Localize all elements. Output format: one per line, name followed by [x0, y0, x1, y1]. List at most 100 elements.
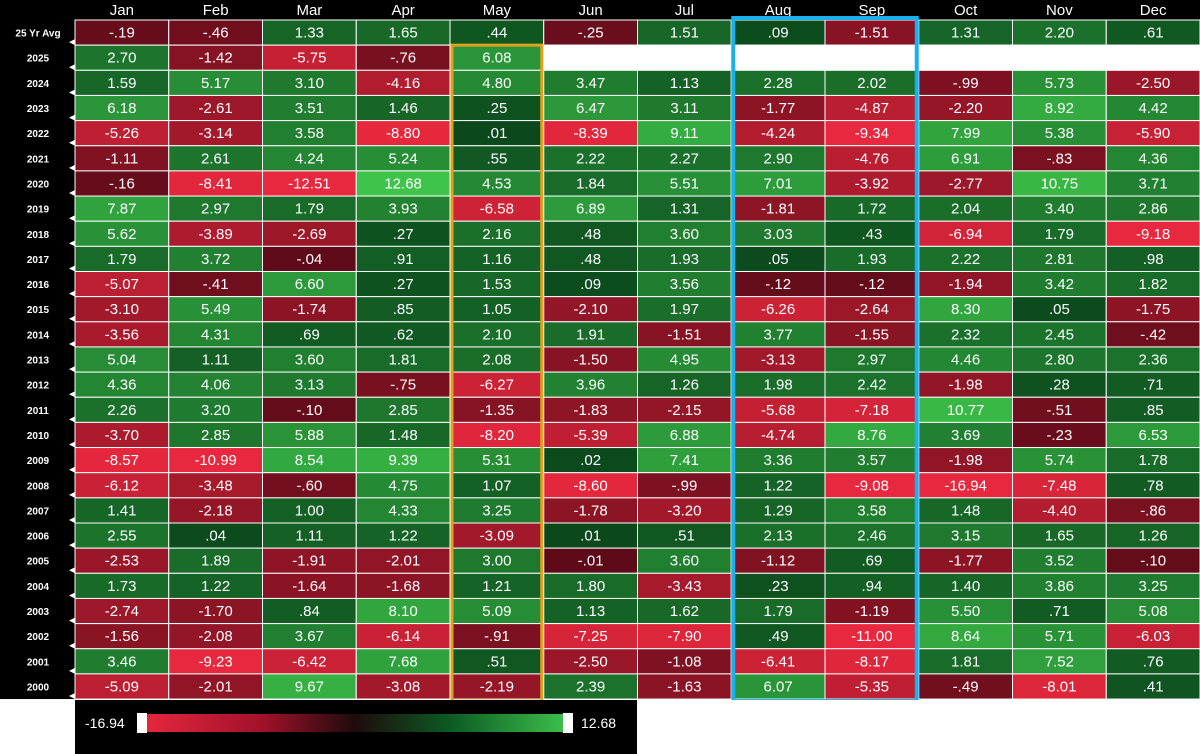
cell-value: .98 — [1143, 251, 1164, 268]
cell-value: -.10 — [1140, 553, 1166, 570]
cell-value: 3.25 — [482, 502, 511, 519]
cell-value: 3.52 — [1045, 553, 1074, 570]
column-header-nov: Nov — [1046, 2, 1073, 19]
cell-value: -1.77 — [761, 100, 795, 117]
cell-value: 3.60 — [670, 226, 699, 243]
heatmap-cell — [824, 346, 920, 373]
cell-value: -2.01 — [199, 678, 233, 695]
row-marker — [69, 315, 75, 322]
cell-value: 1.22 — [389, 528, 418, 545]
row-label: 2002 — [27, 632, 50, 643]
cell-value: -6.14 — [386, 628, 420, 645]
cell-value: -7.25 — [574, 628, 608, 645]
cell-value: -.91 — [484, 628, 510, 645]
heatmap-cell — [824, 472, 920, 499]
cell-value: 4.46 — [951, 352, 980, 369]
cell-value: 1.31 — [951, 25, 980, 42]
cell-value: .01 — [580, 528, 601, 545]
cell-value: 3.11 — [670, 100, 698, 117]
heatmap-cell — [1105, 19, 1200, 46]
cell-value: 3.46 — [107, 653, 136, 670]
heatmap-cell — [1105, 44, 1200, 71]
cell-value: -3.43 — [667, 578, 701, 595]
cell-value: .27 — [393, 226, 414, 243]
heatmap-cell — [262, 69, 357, 96]
cell-value: -8.41 — [199, 175, 233, 192]
heatmap-cell — [918, 396, 1013, 423]
cell-value: 1.84 — [576, 175, 605, 192]
cell-value: 4.53 — [482, 175, 511, 192]
cell-value: 1.07 — [482, 477, 511, 494]
row-marker — [69, 693, 75, 700]
cell-value: .25 — [486, 100, 507, 117]
cell-value: 5.50 — [951, 603, 980, 620]
heatmap-cell — [1012, 447, 1107, 474]
heatmap-cell — [262, 648, 357, 675]
cell-value: 3.47 — [576, 75, 605, 92]
cell-value: .51 — [486, 653, 507, 670]
cell-value: 1.48 — [951, 502, 980, 519]
cell-value: -1.12 — [761, 553, 795, 570]
heatmap-cell — [824, 648, 920, 675]
heatmap-cell — [637, 371, 732, 398]
heatmap-cell — [449, 673, 545, 700]
cell-value: 3.03 — [764, 226, 793, 243]
heatmap-cell — [1012, 69, 1107, 96]
heatmap-cell — [74, 472, 170, 499]
heatmap-cell — [1105, 271, 1200, 298]
heatmap-cell — [355, 145, 451, 172]
cell-value: .04 — [205, 528, 226, 545]
heatmap-cell — [543, 371, 638, 398]
cell-value: 4.33 — [389, 502, 418, 519]
heatmap-cell — [730, 396, 826, 423]
cell-value: 2.16 — [482, 226, 511, 243]
cell-value: 5.88 — [295, 427, 324, 444]
cell-value: 1.33 — [295, 25, 324, 42]
cell-value: 3.67 — [295, 628, 324, 645]
heatmap-cell — [449, 220, 545, 247]
cell-value: 2.80 — [1045, 352, 1074, 369]
heatmap-cell — [74, 170, 170, 197]
heatmap-cell — [1012, 94, 1107, 122]
heatmap-cell — [449, 623, 545, 650]
heatmap-cell — [824, 195, 920, 222]
heatmap-cell — [262, 673, 357, 700]
cell-value: -6.27 — [480, 377, 514, 394]
cell-value: -2.18 — [199, 502, 233, 519]
row-marker — [69, 190, 75, 197]
heatmap-cell — [543, 597, 638, 625]
cell-value: 3.25 — [1139, 578, 1168, 595]
heatmap-cell — [168, 170, 263, 197]
row-label: 2011 — [27, 406, 49, 417]
cell-value: 1.40 — [951, 578, 980, 595]
cell-value: -.75 — [390, 377, 416, 394]
cell-value: .44 — [486, 25, 507, 42]
heatmap-cell — [74, 44, 170, 71]
cell-value: 2.61 — [201, 150, 230, 167]
cell-value: -5.75 — [292, 50, 326, 67]
column-header-apr: Apr — [391, 2, 414, 19]
row-label: 2013 — [27, 356, 50, 367]
heatmap-cell — [1105, 648, 1200, 675]
heatmap-cell — [918, 497, 1013, 524]
row-label: 2007 — [27, 506, 50, 517]
cell-value: 1.93 — [857, 251, 886, 268]
cell-value: 2.04 — [951, 201, 980, 218]
cell-value: .02 — [580, 452, 601, 469]
cell-value: 1.79 — [107, 251, 136, 268]
cell-value: 10.75 — [1041, 175, 1079, 192]
cell-value: 1.79 — [295, 201, 324, 218]
cell-value: -1.35 — [480, 402, 514, 419]
cell-value: 2.90 — [764, 150, 793, 167]
heatmap-cell — [168, 220, 263, 247]
cell-value: 1.81 — [389, 352, 418, 369]
cell-value: 2.32 — [951, 326, 980, 343]
row-label-background — [0, 20, 75, 700]
cell-value: -3.13 — [761, 352, 795, 369]
heatmap-cell — [543, 648, 638, 675]
cell-value: -.49 — [953, 678, 979, 695]
heatmap-cell — [449, 271, 545, 298]
cell-value: .62 — [393, 326, 414, 343]
cell-value: 3.58 — [295, 125, 324, 142]
row-marker — [69, 139, 75, 146]
